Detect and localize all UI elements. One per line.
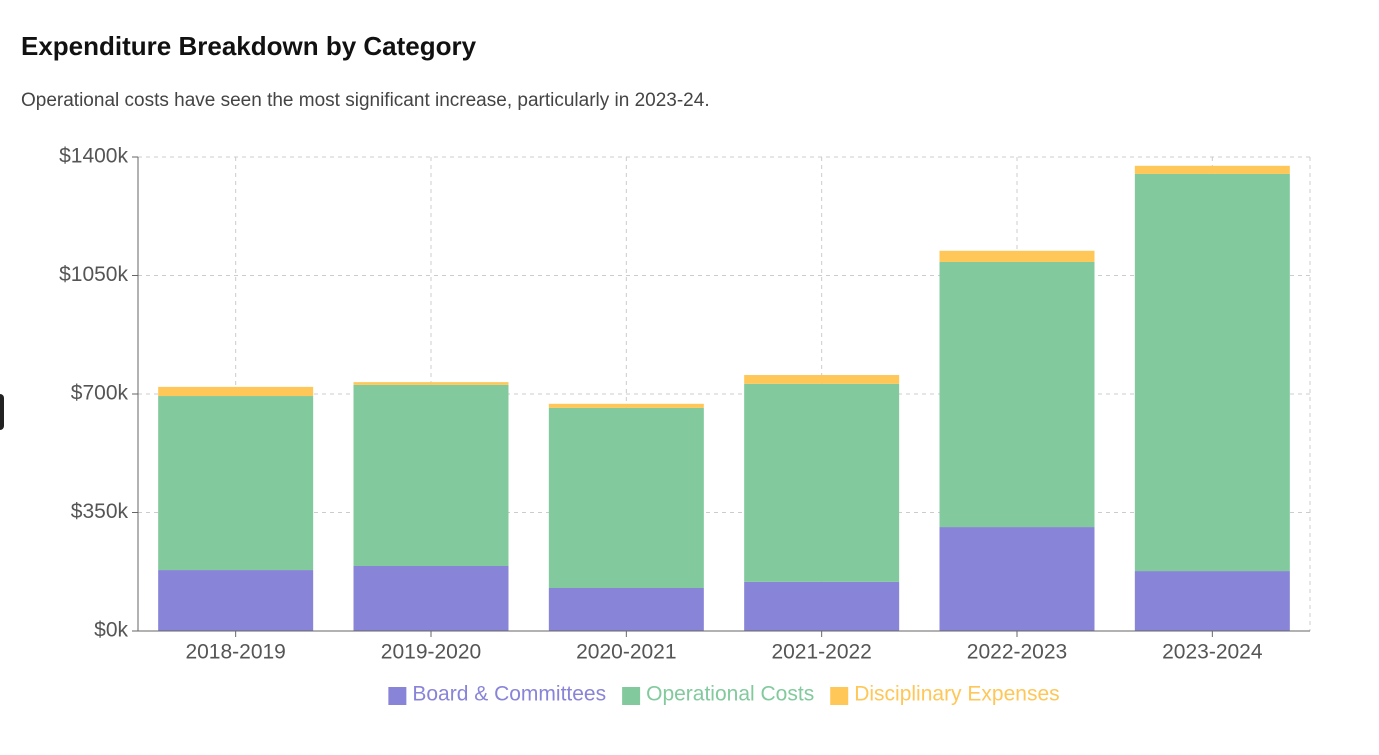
bar-segment — [353, 384, 509, 566]
bar-segment — [548, 403, 704, 408]
bar-segment — [939, 261, 1095, 528]
x-tick-label: 2021-2022 — [771, 641, 871, 664]
y-tick-label: $350k — [71, 500, 129, 523]
legend-swatch — [830, 687, 849, 705]
legend-swatch — [622, 687, 641, 705]
x-tick-label: 2020-2021 — [576, 641, 676, 664]
bar-segment — [353, 382, 509, 385]
x-tick-label: 2023-2024 — [1162, 641, 1263, 664]
x-tick-label: 2019-2020 — [381, 641, 481, 664]
bar-segment — [939, 527, 1095, 631]
bar-segment — [744, 581, 900, 631]
y-tick-label: $1400k — [59, 145, 128, 168]
bar-segment — [744, 383, 900, 582]
legend-label: Disciplinary Expenses — [854, 683, 1059, 706]
y-tick-label: $700k — [71, 382, 129, 405]
bar-segment — [158, 570, 314, 631]
y-tick-label: $0k — [94, 619, 128, 642]
bar-segment — [1134, 571, 1290, 631]
y-tick-label: $1050k — [59, 263, 128, 286]
legend-label: Operational Costs — [646, 683, 814, 706]
chart-subtitle: Operational costs have seen the most sig… — [21, 90, 710, 111]
bar-segment — [158, 386, 314, 397]
legend-swatch — [388, 687, 407, 705]
bar-segment — [548, 407, 704, 589]
x-tick-label: 2022-2023 — [967, 641, 1067, 664]
legend-label: Board & Committees — [412, 683, 606, 706]
bar-segment — [1134, 165, 1290, 174]
chart-title: Expenditure Breakdown by Category — [21, 31, 477, 61]
bar-segment — [353, 565, 509, 631]
bar-segment — [1134, 173, 1290, 572]
bar-segment — [158, 396, 314, 571]
x-tick-label: 2018-2019 — [185, 641, 285, 664]
edge-widget — [0, 394, 4, 430]
bar-segment — [744, 375, 900, 384]
bar-segment — [939, 250, 1095, 262]
bar-segment — [548, 588, 704, 631]
